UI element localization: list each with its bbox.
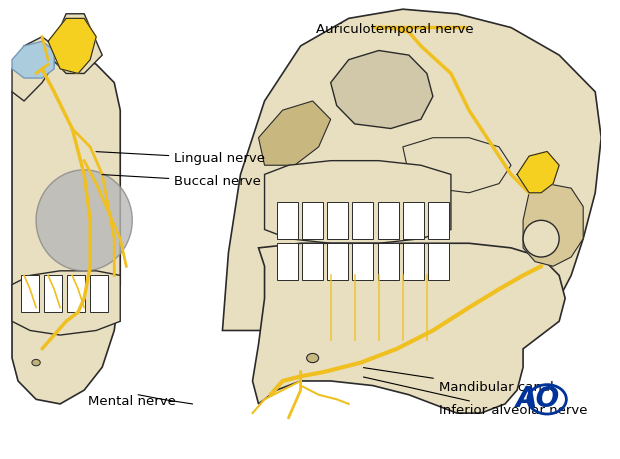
- Polygon shape: [378, 202, 399, 239]
- Text: Lingual nerve: Lingual nerve: [96, 151, 265, 165]
- Polygon shape: [259, 101, 330, 165]
- Polygon shape: [265, 161, 451, 243]
- Polygon shape: [403, 138, 511, 193]
- Polygon shape: [21, 275, 39, 312]
- Polygon shape: [302, 202, 323, 239]
- Circle shape: [32, 359, 40, 366]
- Polygon shape: [403, 243, 424, 280]
- Polygon shape: [302, 243, 323, 280]
- Polygon shape: [523, 184, 583, 266]
- Text: Buccal nerve: Buccal nerve: [102, 174, 261, 188]
- Circle shape: [307, 353, 319, 363]
- Polygon shape: [352, 202, 373, 239]
- Polygon shape: [89, 275, 108, 312]
- Text: Mental nerve: Mental nerve: [88, 395, 176, 408]
- Polygon shape: [223, 9, 601, 335]
- Polygon shape: [277, 243, 298, 280]
- Text: Auriculotemporal nerve: Auriculotemporal nerve: [316, 23, 473, 36]
- Polygon shape: [48, 14, 102, 73]
- Polygon shape: [44, 275, 62, 312]
- Text: Inferior alveolar nerve: Inferior alveolar nerve: [363, 377, 587, 417]
- Polygon shape: [12, 41, 54, 78]
- Polygon shape: [12, 271, 120, 335]
- Polygon shape: [12, 55, 120, 404]
- Polygon shape: [67, 275, 85, 312]
- Polygon shape: [378, 243, 399, 280]
- Ellipse shape: [36, 170, 132, 271]
- Polygon shape: [327, 243, 348, 280]
- Polygon shape: [48, 18, 96, 73]
- Polygon shape: [330, 50, 433, 129]
- Polygon shape: [352, 243, 373, 280]
- Text: Mandibular canal: Mandibular canal: [363, 368, 554, 394]
- Polygon shape: [277, 202, 298, 239]
- Text: AO: AO: [516, 385, 560, 414]
- Polygon shape: [517, 151, 559, 193]
- Polygon shape: [252, 243, 565, 413]
- Polygon shape: [12, 37, 54, 101]
- Polygon shape: [403, 202, 424, 239]
- Ellipse shape: [523, 220, 559, 257]
- Polygon shape: [428, 202, 449, 239]
- Polygon shape: [428, 243, 449, 280]
- Polygon shape: [327, 202, 348, 239]
